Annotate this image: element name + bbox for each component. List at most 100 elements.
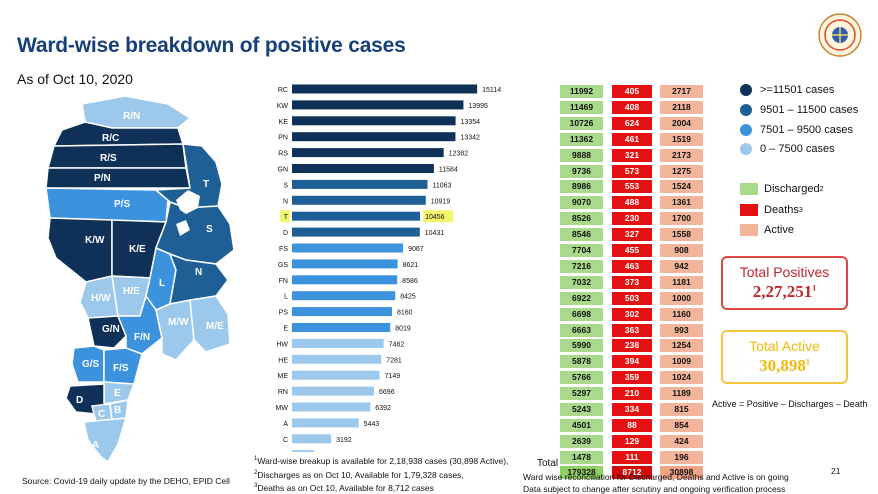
table-cell: 9070 (560, 196, 603, 210)
footnote-2: 2Discharges as on Oct 10, Available for … (254, 470, 464, 480)
table-cell: 1275 (660, 164, 703, 178)
bar-a[interactable] (292, 418, 359, 428)
table-cell: 2004 (660, 116, 703, 130)
table-cell: 230 (612, 212, 652, 226)
table-cell: 302 (612, 307, 652, 321)
ward-region-rs[interactable] (47, 143, 187, 169)
table-cell: 327 (612, 228, 652, 242)
ward-label: M/E (206, 321, 224, 332)
bar-kw[interactable] (292, 100, 464, 110)
bar-me[interactable] (292, 370, 380, 380)
table-cell: 1000 (660, 291, 703, 305)
bar-value-label: 10919 (431, 198, 451, 205)
bar-t[interactable] (292, 211, 421, 221)
bar-gn[interactable] (292, 164, 434, 173)
footnote-marker: 2 (254, 470, 258, 477)
ward-region-mw[interactable] (155, 299, 195, 361)
table-cell: 363 (612, 323, 652, 337)
legend-swatch (740, 204, 758, 216)
table-cell: 7032 (560, 275, 603, 289)
ward-region-fs[interactable] (103, 347, 143, 385)
table-total-cell: 8712 (612, 466, 652, 480)
ward-region-me[interactable] (189, 295, 231, 353)
bar-l[interactable] (292, 291, 396, 301)
table-total-cell: 179328 (560, 466, 603, 480)
reconciliation-note: Ward wise reconciliation for Discharged,… (523, 472, 789, 482)
bar-n[interactable] (292, 195, 426, 205)
table-cell: 1181 (660, 275, 703, 289)
table-cell: 573 (612, 164, 652, 178)
table-cell: 5243 (560, 403, 603, 416)
table-cell: 210 (612, 387, 652, 401)
table-cell: 1361 (660, 196, 703, 210)
table-cell: 908 (660, 244, 703, 257)
table-cell: 321 (612, 148, 652, 162)
total-positives-value: 2,27,251 (752, 282, 813, 301)
bar-category-label: PS (279, 310, 289, 317)
ward-region-kw[interactable] (47, 217, 113, 283)
ward-region-ps[interactable] (45, 187, 169, 223)
bar-category-label: GN (278, 167, 289, 174)
table-cell: 1700 (660, 212, 703, 226)
ward-label: F/S (113, 363, 129, 374)
source-note: Source: Covid-19 daily update by the DEH… (22, 476, 230, 486)
table-cell: 1254 (660, 339, 703, 353)
ward-region-a[interactable] (83, 417, 128, 464)
ward-region-gn[interactable] (87, 315, 127, 349)
bar-category-label: HE (278, 357, 288, 364)
bar-rs[interactable] (292, 148, 444, 158)
bar-pn[interactable] (292, 132, 456, 142)
legend-bin-label: 0 – 7500 cases (760, 143, 835, 155)
bar-s[interactable] (292, 179, 428, 189)
bar-e[interactable] (292, 323, 391, 332)
table-cell: 2118 (660, 100, 703, 114)
bar-he[interactable] (292, 354, 382, 364)
footnote-text: Ward-wise breakup is available for 2,18,… (257, 456, 509, 466)
table-cell: 993 (660, 323, 703, 337)
bar-fs[interactable] (292, 243, 404, 253)
footnote-text: Discharges as on Oct 10, Available for 1… (257, 470, 464, 480)
legend-bin-1: >=11501 cases (740, 84, 834, 96)
table-cell: 196 (660, 450, 703, 464)
mcgm-emblem-icon (818, 13, 862, 57)
bar-value-label: 10431 (425, 230, 445, 237)
ward-label: K/W (85, 235, 105, 246)
table-cell: 7704 (560, 244, 603, 257)
ward-label: B (114, 405, 121, 416)
table-cell: 394 (612, 355, 652, 369)
table-cell: 405 (612, 85, 652, 98)
bar-rn[interactable] (292, 386, 375, 396)
bar-gs[interactable] (292, 259, 398, 269)
bar-fn[interactable] (292, 275, 398, 285)
ward-label: M/W (168, 317, 189, 328)
table-cell: 111 (612, 450, 652, 464)
bar-ke[interactable] (292, 116, 456, 126)
ward-region-pn[interactable] (45, 167, 191, 189)
bar-mw[interactable] (292, 402, 371, 412)
footnote-marker: 3 (254, 483, 258, 490)
bar-ps[interactable] (292, 307, 392, 317)
bar-category-label: ME (278, 373, 289, 380)
table-cell: 2639 (560, 434, 603, 448)
page-title: Ward-wise breakdown of positive cases (17, 34, 406, 57)
table-cell: 334 (612, 403, 652, 416)
bar-d[interactable] (292, 227, 420, 237)
table-cell: 815 (660, 403, 703, 416)
table-cell: 5990 (560, 339, 603, 353)
ward-region-n[interactable] (168, 252, 229, 305)
table-cell: 6922 (560, 291, 603, 305)
legend-bin-swatch (740, 104, 752, 116)
bar-b[interactable] (292, 450, 314, 452)
legend-swatch (740, 224, 758, 236)
legend-bin-label: 7501 – 9500 cases (760, 124, 853, 136)
bar-hw[interactable] (292, 338, 384, 348)
table-cell: 11469 (560, 100, 603, 114)
table-cell: 11362 (560, 132, 603, 146)
table-cell: 1478 (560, 450, 603, 464)
bar-category-label: C (283, 437, 288, 444)
table-cell: 1009 (660, 355, 703, 369)
total-positives-box: Total Positives 2,27,2511 (721, 256, 848, 310)
bar-rc[interactable] (292, 84, 478, 94)
bar-category-label: S (283, 182, 288, 189)
bar-c[interactable] (292, 434, 332, 444)
